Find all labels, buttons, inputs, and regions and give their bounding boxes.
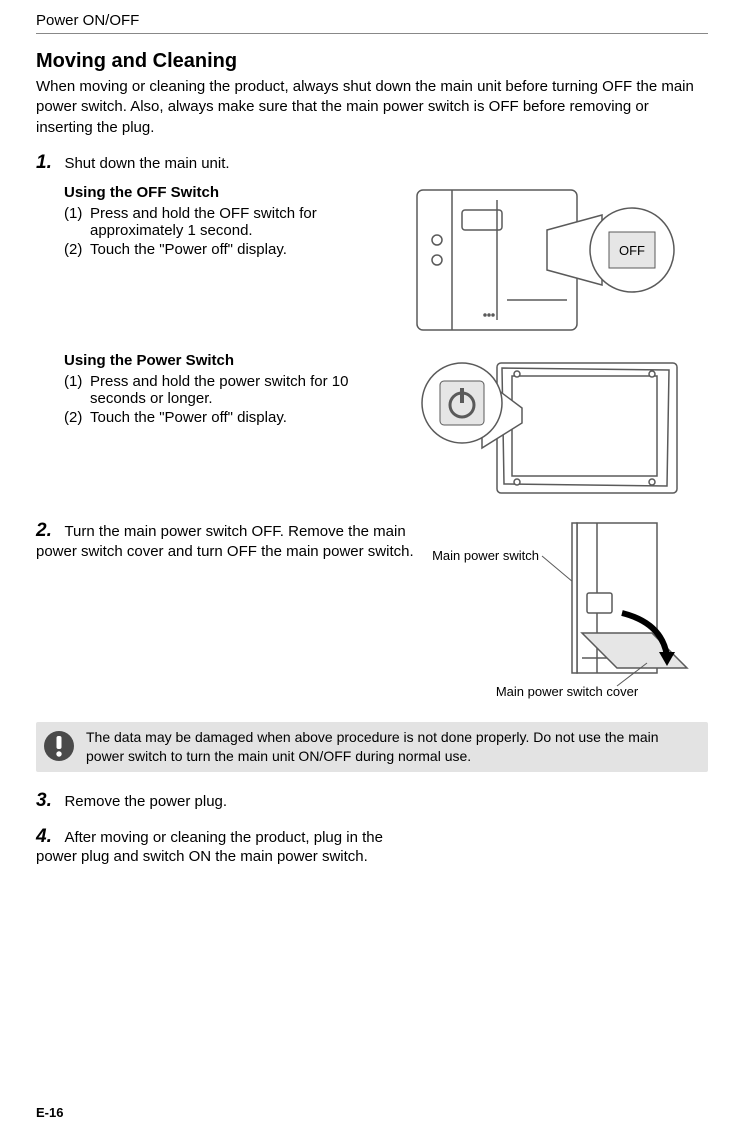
off-switch-item-1-text: Press and hold the OFF switch for approx… bbox=[90, 205, 376, 239]
step-1-line: 1. Shut down the main unit. bbox=[36, 152, 708, 174]
off-switch-illustration: OFF bbox=[407, 180, 687, 340]
step-4-line: 4. After moving or cleaning the product,… bbox=[36, 826, 396, 866]
off-switch-item-2: (2) Touch the "Power off" display. bbox=[64, 241, 376, 258]
step-3-number: 3. bbox=[36, 790, 60, 812]
section-heading: Moving and Cleaning bbox=[36, 50, 708, 73]
intro-paragraph: When moving or cleaning the product, alw… bbox=[36, 77, 708, 138]
off-switch-item-2-text: Touch the "Power off" display. bbox=[90, 241, 376, 258]
warning-text: The data may be damaged when above proce… bbox=[86, 729, 659, 764]
power-switch-item-2-num: (2) bbox=[64, 409, 90, 426]
warning-box: The data may be damaged when above proce… bbox=[36, 722, 708, 772]
group-power-switch: Using the Power Switch (1) Press and hol… bbox=[36, 348, 708, 508]
warning-icon bbox=[42, 729, 76, 763]
off-switch-heading: Using the OFF Switch bbox=[64, 184, 376, 201]
off-switch-item-2-num: (2) bbox=[64, 241, 90, 258]
step-4-number: 4. bbox=[36, 826, 60, 848]
step-2-text: Turn the main power switch OFF. Remove t… bbox=[36, 523, 414, 560]
power-switch-heading: Using the Power Switch bbox=[64, 352, 376, 369]
step-3-text: Remove the power plug. bbox=[64, 793, 227, 810]
off-switch-item-1: (1) Press and hold the OFF switch for ap… bbox=[64, 205, 376, 239]
power-switch-item-1-text: Press and hold the power switch for 10 s… bbox=[90, 373, 376, 407]
step-2-block: 2. Turn the main power switch OFF. Remov… bbox=[36, 518, 708, 708]
main-switch-label: Main power switch bbox=[432, 548, 539, 563]
power-switch-item-1: (1) Press and hold the power switch for … bbox=[64, 373, 376, 407]
page-footer: E-16 bbox=[36, 1105, 63, 1120]
page-header: Power ON/OFF bbox=[36, 12, 708, 34]
power-switch-item-1-num: (1) bbox=[64, 373, 90, 407]
main-power-switch-illustration: Main power switch Main power switch cove… bbox=[427, 518, 707, 708]
step-3-line: 3. Remove the power plug. bbox=[36, 790, 708, 812]
power-switch-item-2: (2) Touch the "Power off" display. bbox=[64, 409, 376, 426]
step-2-number: 2. bbox=[36, 520, 60, 542]
step-1-text: Shut down the main unit. bbox=[64, 155, 229, 172]
step-1-number: 1. bbox=[36, 152, 60, 174]
power-switch-item-2-text: Touch the "Power off" display. bbox=[90, 409, 376, 426]
off-callout-label: OFF bbox=[619, 243, 645, 258]
step-4-text: After moving or cleaning the product, pl… bbox=[36, 829, 383, 865]
power-switch-illustration bbox=[407, 348, 687, 508]
off-switch-item-1-num: (1) bbox=[64, 205, 90, 239]
group-off-switch: Using the OFF Switch (1) Press and hold … bbox=[36, 180, 708, 340]
